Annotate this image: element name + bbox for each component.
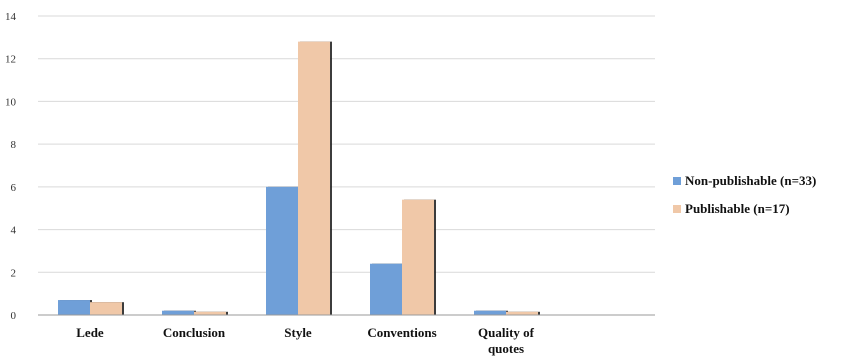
bar [194,311,226,315]
bar-2-1 [298,41,332,315]
legend: Non-publishable (n=33) Publishable (n=17) [673,173,816,216]
y-tick-label: 4 [11,225,17,237]
legend-swatch [673,177,681,185]
bar [474,310,506,315]
legend-item: Publishable (n=17) [673,201,790,216]
bar [266,186,298,315]
y-axis-ticks: 0 2 4 6 8 10 12 14 [5,11,17,322]
bar [402,199,434,315]
legend-item: Non-publishable (n=33) [673,173,816,188]
bar-0-1 [90,302,124,315]
y-tick-label: 10 [5,96,17,108]
y-tick-label: 14 [5,11,17,23]
category-label: Style [284,325,312,340]
legend-swatch [673,205,681,213]
bar-3-1 [402,199,436,315]
y-tick-label: 0 [11,310,17,322]
category-label: Conventions [367,325,436,340]
bar-4-1 [506,311,540,315]
bar-0-0 [58,300,92,315]
bar [506,311,538,315]
bar-4-0 [474,310,508,315]
gridlines [38,15,655,273]
bar-3-0 [370,263,404,315]
bar-1-0 [162,310,196,315]
y-tick-label: 8 [11,139,17,151]
bar-2-0 [266,186,300,315]
y-tick-label: 6 [11,182,17,194]
legend-label: Publishable (n=17) [685,201,790,216]
legend-label: Non-publishable (n=33) [685,173,816,188]
bar [370,263,402,315]
y-tick-label: 2 [11,267,17,279]
y-tick-label: 12 [5,54,16,66]
category-label: Lede [76,325,104,340]
bars [58,41,540,315]
x-axis-categories: Lede Conclusion Style Conventions Quality of… [76,325,534,356]
category-label: Conclusion [163,325,226,340]
category-label: Quality of quotes [478,325,535,356]
bar [162,310,194,315]
bar [58,300,90,315]
bar [298,41,330,315]
bar [90,302,122,315]
bar-1-1 [194,311,228,315]
